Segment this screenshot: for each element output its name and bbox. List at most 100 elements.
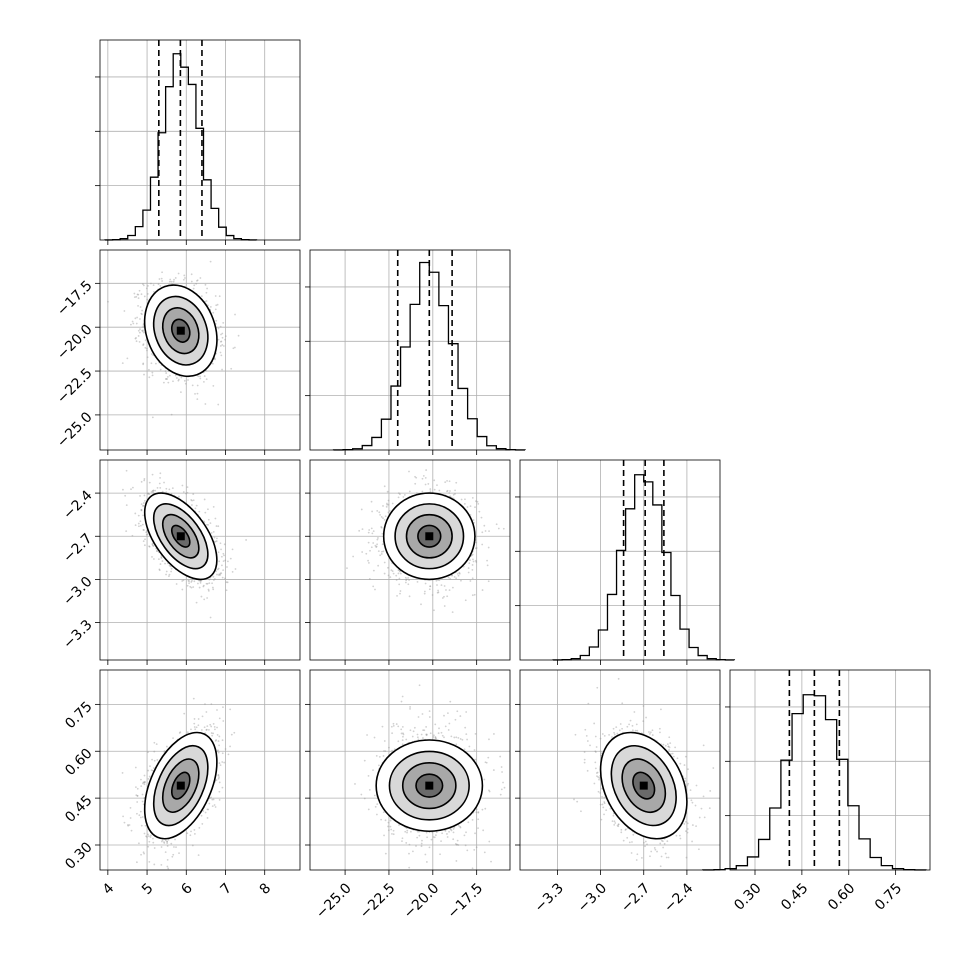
sample-point bbox=[147, 492, 150, 495]
sample-point bbox=[199, 580, 202, 583]
sample-point bbox=[137, 293, 140, 296]
sample-point bbox=[199, 375, 201, 378]
sample-point bbox=[169, 278, 172, 281]
sample-point bbox=[469, 505, 472, 508]
sample-point bbox=[134, 317, 137, 320]
sample-point bbox=[144, 538, 146, 541]
sample-point bbox=[405, 579, 407, 582]
sample-point bbox=[214, 517, 217, 520]
sample-point bbox=[165, 570, 168, 573]
sample-point bbox=[475, 561, 478, 563]
sample-point bbox=[431, 594, 434, 596]
sample-point bbox=[460, 498, 463, 501]
sample-point bbox=[448, 492, 451, 494]
sample-point bbox=[212, 579, 215, 581]
sample-point bbox=[448, 480, 451, 483]
sample-point bbox=[140, 509, 143, 511]
sample-point bbox=[484, 530, 487, 532]
sample-point bbox=[138, 289, 141, 292]
sample-point bbox=[408, 470, 410, 473]
sample-point bbox=[372, 530, 375, 532]
sample-point bbox=[221, 336, 224, 339]
sample-point bbox=[480, 516, 483, 519]
sample-point bbox=[210, 531, 213, 534]
sample-point bbox=[161, 280, 164, 282]
sample-point bbox=[215, 319, 218, 322]
sample-point bbox=[191, 499, 194, 502]
sample-point bbox=[209, 522, 212, 525]
sample-point bbox=[213, 804, 216, 806]
sample-point bbox=[407, 583, 410, 586]
sample-point bbox=[151, 556, 153, 558]
sample-point bbox=[214, 295, 217, 297]
sample-point bbox=[135, 340, 138, 343]
sample-point bbox=[131, 534, 134, 537]
sample-point bbox=[187, 579, 190, 582]
sample-point bbox=[444, 481, 447, 484]
histogram-step bbox=[552, 474, 736, 661]
sample-point bbox=[371, 532, 374, 535]
sample-point bbox=[234, 313, 236, 316]
sample-point bbox=[190, 586, 193, 589]
sample-point bbox=[346, 567, 348, 570]
sample-point bbox=[433, 479, 436, 482]
sample-point bbox=[136, 316, 138, 319]
sample-point bbox=[443, 585, 446, 587]
sample-point bbox=[448, 589, 451, 592]
sample-point bbox=[204, 511, 207, 514]
sample-point bbox=[383, 485, 386, 488]
sample-point bbox=[224, 577, 226, 580]
sample-point bbox=[139, 520, 142, 523]
sample-point bbox=[139, 524, 142, 527]
sample-point bbox=[443, 595, 445, 598]
sample-point bbox=[483, 524, 486, 527]
sample-point bbox=[168, 573, 171, 576]
sample-point bbox=[221, 368, 223, 371]
sample-point bbox=[219, 542, 222, 545]
sample-point bbox=[447, 576, 450, 579]
sample-point bbox=[137, 514, 140, 517]
sample-point bbox=[165, 573, 167, 576]
sample-point bbox=[206, 523, 208, 526]
sample-point bbox=[424, 483, 427, 486]
sample-point bbox=[226, 581, 229, 584]
sample-point bbox=[217, 551, 220, 554]
sample-point bbox=[159, 563, 162, 565]
sample-point bbox=[137, 335, 140, 337]
sample-point bbox=[372, 569, 375, 572]
sample-point bbox=[387, 503, 390, 506]
sample-point bbox=[245, 539, 248, 541]
sample-point bbox=[370, 500, 373, 503]
sample-point bbox=[142, 343, 145, 345]
sample-point bbox=[370, 546, 373, 549]
sample-point bbox=[166, 840, 169, 843]
sample-point bbox=[151, 769, 154, 772]
sample-point bbox=[481, 589, 484, 591]
sample-point bbox=[212, 530, 215, 533]
sample-point bbox=[224, 335, 227, 337]
sample-point bbox=[142, 528, 145, 531]
sample-point bbox=[121, 362, 124, 365]
sample-point bbox=[437, 591, 440, 594]
sample-point bbox=[195, 282, 198, 285]
sample-point bbox=[181, 484, 184, 487]
sample-point bbox=[197, 718, 200, 720]
sample-point bbox=[162, 381, 165, 384]
sample-point bbox=[396, 594, 398, 597]
sample-point bbox=[219, 345, 222, 347]
sample-point bbox=[139, 495, 141, 497]
sample-point bbox=[224, 559, 227, 562]
sample-point bbox=[148, 481, 151, 484]
sample-point bbox=[429, 585, 432, 588]
sample-point bbox=[172, 737, 174, 740]
sample-point bbox=[219, 573, 222, 576]
sample-point bbox=[142, 283, 144, 286]
sample-point bbox=[217, 777, 220, 780]
sample-point bbox=[143, 295, 146, 298]
sample-point bbox=[471, 577, 474, 580]
sample-point bbox=[152, 837, 154, 840]
sample-point bbox=[169, 565, 172, 568]
scatter-panel-0-3 bbox=[99, 669, 301, 871]
sample-point bbox=[192, 697, 195, 700]
sample-point bbox=[436, 484, 438, 487]
